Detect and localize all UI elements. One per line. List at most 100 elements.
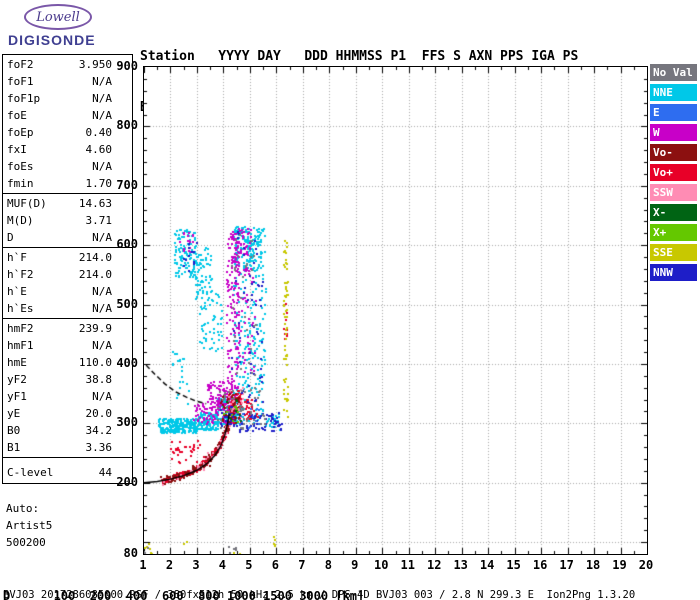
x-tick-label: 8 [324, 558, 332, 572]
x-tick-label: 19 [612, 558, 627, 572]
param-label: yF2 [7, 373, 27, 386]
y-tick-label: 600 [116, 237, 138, 252]
legend-item-w: W [650, 124, 697, 141]
x-tick-label: 6 [271, 558, 279, 572]
x-tick-label: 1 [139, 558, 147, 572]
param-label: foF2 [7, 58, 34, 71]
digisonde-logo: Lowell DIGISONDE [8, 4, 120, 50]
param-value: N/A [92, 75, 112, 88]
param-label: foF1p [7, 92, 41, 105]
direction-color-legend: No Val NNE E W Vo- Vo+ SSW X- X+ SSE NNW [650, 64, 698, 284]
auto-row-auto: Auto: [6, 502, 40, 515]
param-label: hmF2 [7, 322, 34, 335]
x-tick-label: 17 [559, 558, 574, 572]
y-tick-label: 300 [116, 415, 138, 430]
param-value: 14.63 [78, 197, 112, 210]
x-tick-label: 10 [374, 558, 389, 572]
legend-item-x: X+ [650, 224, 697, 241]
y-tick-label: 200 [116, 474, 138, 489]
param-group: MUF(D) 14.63 M(D) 3.71 D N/A [3, 194, 132, 248]
param-label: C-level [7, 466, 54, 479]
param-row-foes: foEs N/A [3, 158, 132, 175]
status-line: BVJ03_2017286085000.RSF / 380fx512h 50 k… [3, 589, 636, 600]
param-label: MUF(D) [7, 197, 47, 210]
param-row-hmf1: hmF1 N/A [3, 337, 132, 354]
parameter-panel: foF2 3.950 foF1 N/A foF1p N/A foE N/A foEp 0.40 fx… [2, 54, 133, 551]
param-label: fmin [7, 177, 34, 190]
logo-lowell-text: Lowell [36, 9, 80, 25]
y-tick-label: 80 [123, 546, 138, 560]
legend-item-noval: No Val [650, 64, 697, 81]
x-tick-label: 13 [453, 558, 468, 572]
param-value: N/A [92, 109, 112, 122]
param-row-fof1p: foF1p N/A [3, 90, 132, 107]
param-label: yE [7, 407, 21, 420]
param-label: foEp [7, 126, 34, 139]
x-tick-label: 18 [585, 558, 601, 572]
param-label: h`F [7, 251, 27, 264]
param-label: fxI [7, 143, 27, 156]
legend-item-vo: Vo+ [650, 164, 697, 181]
param-label: foEs [7, 160, 34, 173]
legend-item-nnw: NNW [650, 264, 697, 281]
param-row-d: D N/A [3, 229, 132, 246]
x-tick-label: 5 [245, 558, 253, 572]
param-value: 214.0 [78, 268, 112, 281]
param-value: N/A [92, 92, 112, 105]
param-label: yF1 [7, 390, 27, 403]
param-value: 110.0 [78, 356, 112, 369]
ionogram-plot-area [143, 66, 648, 555]
param-row-h-f2: h`F2 214.0 [3, 266, 132, 283]
parameter-box: foF2 3.950 foF1 N/A foF1p N/A foE N/A foEp 0.40 fx… [2, 54, 133, 484]
x-tick-label: 11 [400, 558, 415, 572]
param-row-fmin: fmin 1.70 [3, 175, 132, 192]
param-value: 38.8 [85, 373, 113, 386]
param-value: 239.9 [78, 322, 112, 335]
autoscaling-info: Auto: Artist5 500200 [2, 500, 133, 551]
param-row-yf2: yF2 38.8 [3, 371, 132, 388]
y-tick-label: 500 [116, 296, 138, 311]
auto-row-500200: 500200 [6, 536, 46, 549]
param-value: N/A [92, 231, 112, 244]
y-tick-label: 400 [116, 355, 138, 370]
param-value: 0.40 [85, 126, 113, 139]
param-row-foe: foE N/A [3, 107, 132, 124]
ionogram-canvas [144, 67, 647, 554]
x-tick-label: 2 [165, 558, 174, 572]
param-value: N/A [92, 285, 112, 298]
legend-item-ssw: SSW [650, 184, 697, 201]
param-value: 3.71 [85, 214, 113, 227]
param-row-hmf2: hmF2 239.9 [3, 320, 132, 337]
param-value: N/A [92, 160, 112, 173]
legend-item-vo: Vo- [650, 144, 697, 161]
logo-digisonde-text: DIGISONDE [8, 32, 96, 48]
legend-item-e: E [650, 104, 697, 121]
param-group: C-level 44 [3, 458, 132, 483]
legend-item-sse: SSE [650, 244, 697, 261]
param-group: foF2 3.950 foF1 N/A foF1p N/A foE N/A foEp 0.40 fx… [3, 55, 132, 194]
param-row-fof1: foF1 N/A [3, 73, 132, 90]
legend-item-x: X- [650, 204, 697, 221]
param-value: 3.950 [78, 58, 112, 71]
param-row-b0: B0 34.2 [3, 422, 132, 439]
y-tick-label: 700 [116, 177, 138, 192]
param-value: N/A [92, 302, 112, 315]
param-label: hmE [7, 356, 27, 369]
param-label: B0 [7, 424, 21, 437]
param-row-h-e: h`E N/A [3, 283, 132, 300]
param-row-ye: yE 20.0 [3, 405, 132, 422]
x-tick-label: 16 [532, 558, 548, 572]
param-label: h`E [7, 285, 27, 298]
muf-distance-table: D 100 200 400 600 800 1000 1500 3000 [km… [3, 561, 371, 600]
x-tick-label: 12 [426, 558, 442, 572]
param-label: foF1 [7, 75, 34, 88]
x-tick-label: 14 [479, 558, 495, 572]
param-value: 34.2 [85, 424, 113, 437]
param-label: B1 [7, 441, 21, 454]
distance-row: D 100 200 400 600 800 1000 1500 3000 [km… [3, 589, 365, 600]
param-label: D [7, 231, 14, 244]
param-row-c-level: C-level 44 [3, 464, 132, 481]
param-label: M(D) [7, 214, 34, 227]
y-tick-label: 800 [116, 118, 138, 133]
